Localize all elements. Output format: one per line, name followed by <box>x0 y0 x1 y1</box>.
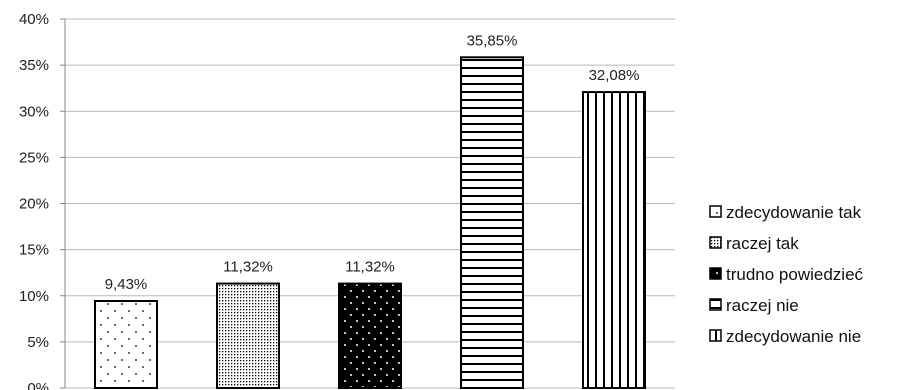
data-label: 9,43% <box>105 276 148 293</box>
y-tick-label: 15% <box>19 242 49 259</box>
legend-swatch <box>709 236 722 249</box>
bar-2 <box>216 282 280 389</box>
legend-label: zdecydowanie tak <box>726 203 862 222</box>
bars <box>94 56 646 389</box>
y-tick-label: 0% <box>27 380 49 390</box>
y-axis: 0% 5% 10% 15% 20% 25% 30% 35% 40% <box>19 11 66 390</box>
y-tick-label: 25% <box>19 149 49 166</box>
bar-1 <box>94 300 158 389</box>
data-label: 11,32% <box>345 259 395 276</box>
bar-4 <box>460 56 524 389</box>
data-labels: 9,43% 11,32% 11,32% 35,85% 32,08% <box>105 32 640 293</box>
data-label: 35,85% <box>467 32 518 49</box>
bar-3 <box>338 282 402 389</box>
legend-label: zdecydowanie nie <box>726 327 861 346</box>
legend-label: trudno powiedzieć <box>726 265 864 284</box>
legend-label: raczej tak <box>726 234 799 253</box>
gridlines <box>65 18 675 389</box>
y-tick-label: 20% <box>19 196 49 213</box>
y-tick-label: 35% <box>19 57 49 74</box>
legend: zdecydowanie tak raczej tak trudno powiedz… <box>709 203 864 346</box>
y-tick-label: 30% <box>19 103 49 120</box>
y-tick-label: 10% <box>19 288 49 305</box>
y-tick-label: 5% <box>27 334 49 351</box>
data-label: 32,08% <box>589 67 640 84</box>
legend-label: raczej nie <box>726 296 799 315</box>
legend-swatch <box>709 205 722 218</box>
data-label: 11,32% <box>223 259 273 276</box>
legend-swatch <box>709 267 722 280</box>
legend-swatch <box>709 329 722 342</box>
y-tick-label: 40% <box>19 11 49 28</box>
legend-swatch <box>709 298 722 311</box>
bar-5 <box>582 91 646 389</box>
